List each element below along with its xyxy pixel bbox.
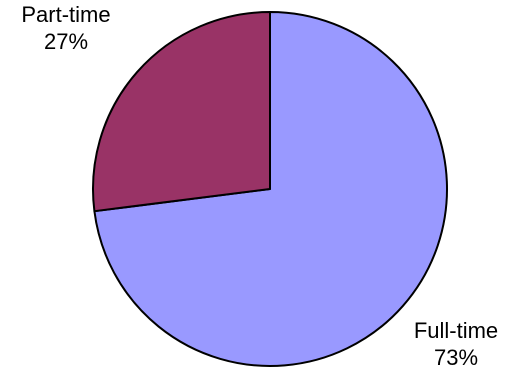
slice-value-label-full-time: 73% xyxy=(434,345,478,370)
slice-value-label-part-time: 27% xyxy=(44,29,88,54)
slice-label-part-time: Part-time xyxy=(21,2,110,27)
pie-slices xyxy=(92,11,448,367)
pie-slice-part-time xyxy=(92,11,271,213)
slice-label-full-time: Full-time xyxy=(414,318,498,343)
